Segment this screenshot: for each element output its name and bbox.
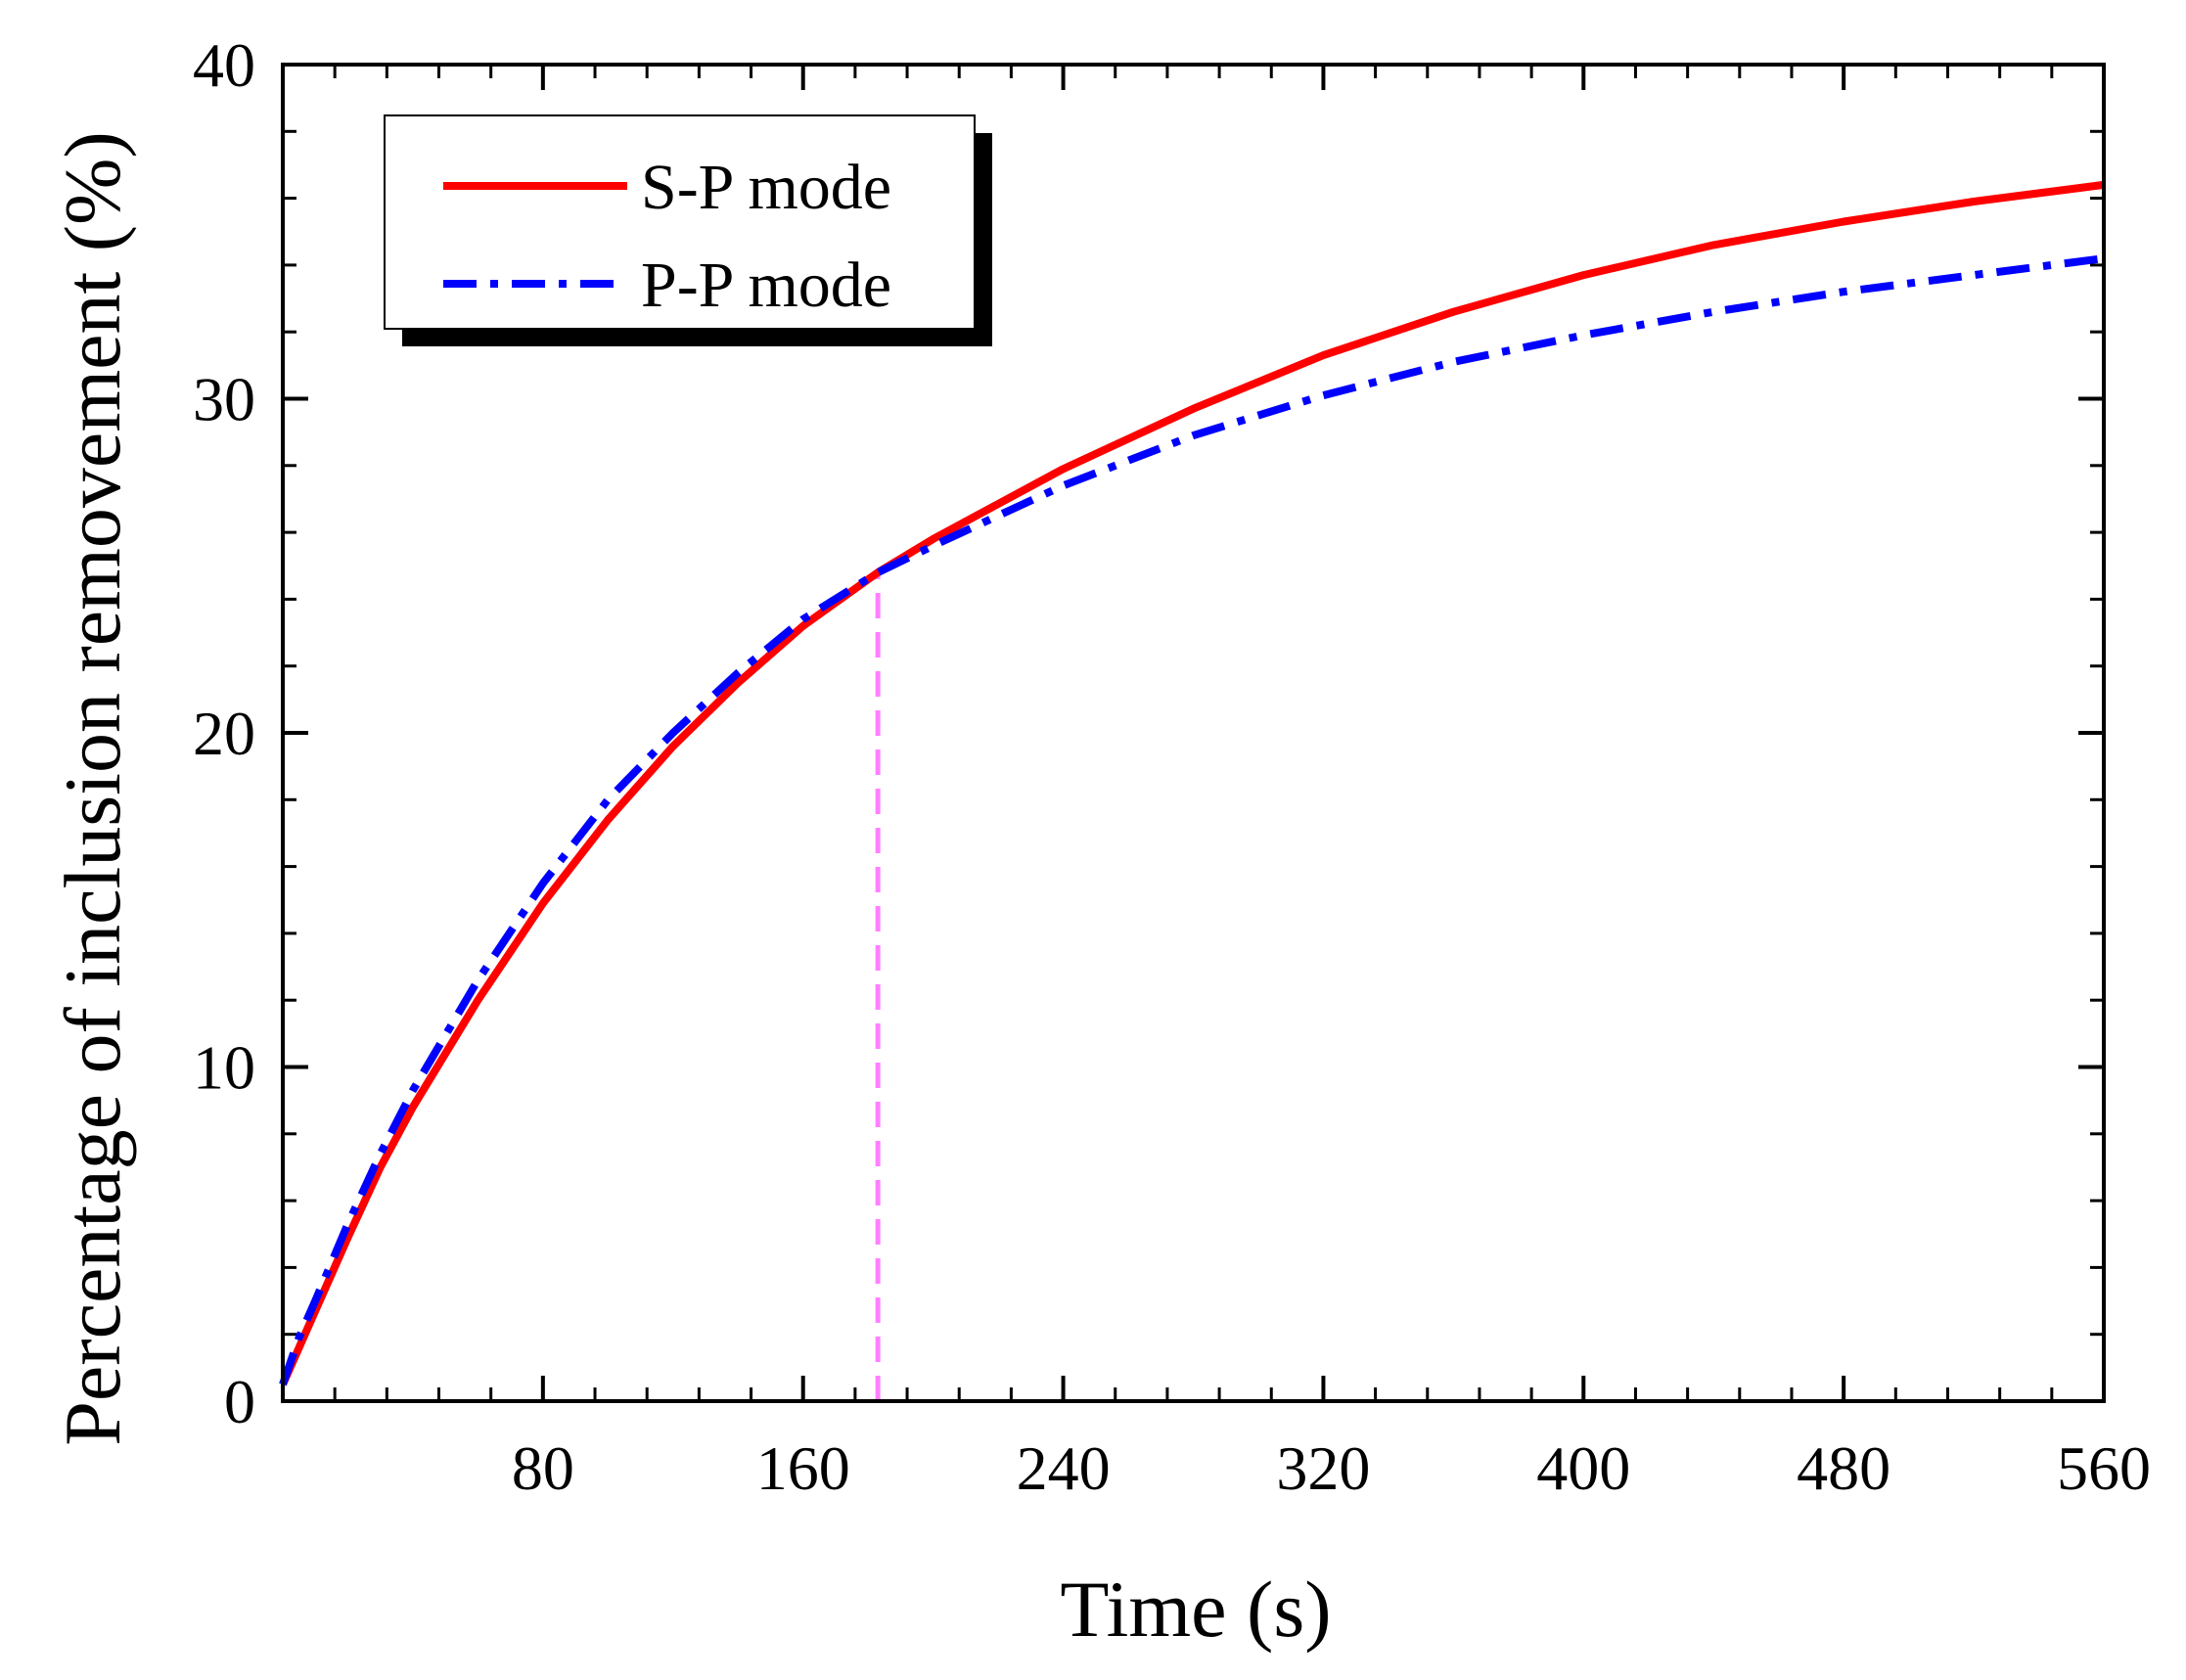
legend-label: S-P mode <box>641 152 891 223</box>
x-tick-label: 240 <box>1017 1433 1111 1503</box>
plot-border <box>281 63 2106 1403</box>
x-axis-title: Time (s) <box>1060 1565 1331 1654</box>
y-tick-label: 30 <box>193 365 255 434</box>
x-tick-label: 480 <box>1797 1433 1890 1503</box>
legend-box <box>384 114 976 330</box>
minor-ticks <box>283 65 2104 1401</box>
tick-labels: 80 160 240 320 400 480 560 0 10 20 30 40 <box>193 30 2151 1503</box>
y-tick-label: 20 <box>193 699 255 768</box>
series-line-s-p-mode <box>279 180 2105 1386</box>
y-tick-label: 0 <box>224 1367 255 1436</box>
series-lines <box>279 180 2105 1386</box>
x-tick-label: 160 <box>756 1433 850 1503</box>
legend-label: P-P mode <box>641 250 891 321</box>
x-tick-label: 400 <box>1536 1433 1630 1503</box>
series-line-p-p-mode <box>279 254 2105 1386</box>
x-tick-label: 560 <box>2057 1433 2151 1503</box>
y-tick-label: 10 <box>193 1033 255 1103</box>
x-tick-label: 80 <box>512 1433 574 1503</box>
y-axis-title: Percentage of inclusion removement (%) <box>48 131 137 1445</box>
y-tick-label: 40 <box>193 30 255 100</box>
legend: S-P mode P-P mode <box>384 114 992 346</box>
x-tick-label: 320 <box>1276 1433 1370 1503</box>
plot-frame <box>281 63 2106 1403</box>
